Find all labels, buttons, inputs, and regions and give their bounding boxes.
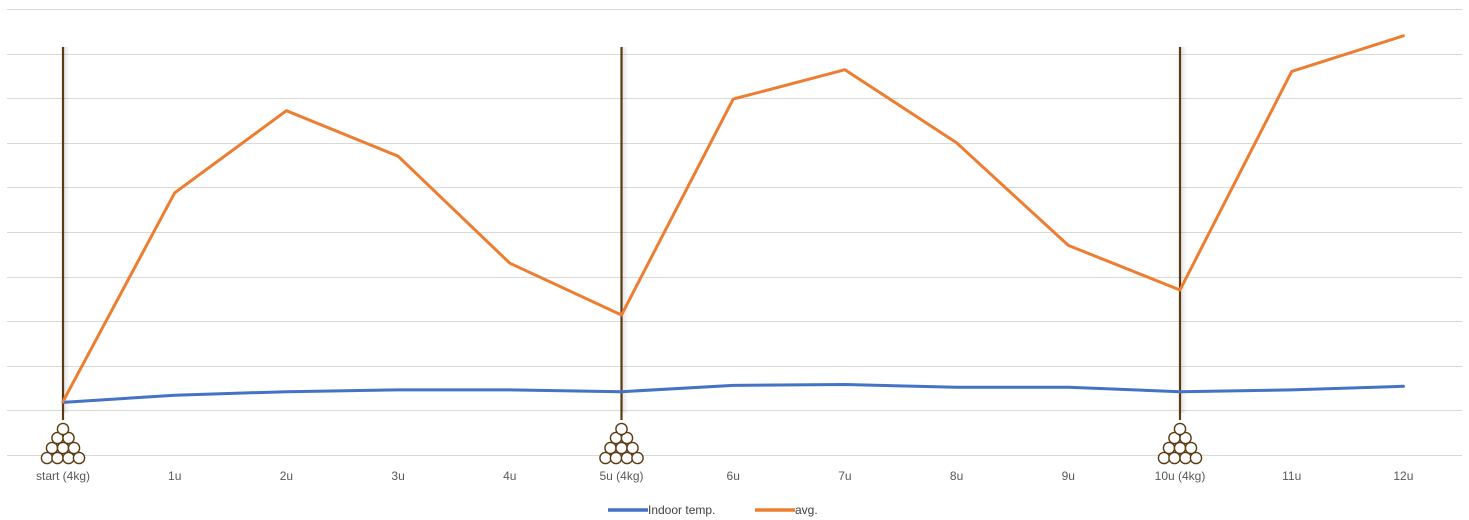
gridlines xyxy=(7,9,1462,456)
event-marker-shadow xyxy=(64,47,70,413)
legend-item: Indoor temp. xyxy=(608,503,715,517)
event-marker-shadow xyxy=(622,47,629,413)
x-tick-label: 7u xyxy=(838,469,851,483)
event-marker-shadow xyxy=(1181,47,1187,413)
legend-label: Indoor temp. xyxy=(648,503,715,517)
series-lines xyxy=(61,34,1405,404)
x-tick-label: 5u (4kg) xyxy=(599,469,643,483)
series-line-indoor-temp xyxy=(61,383,1405,404)
x-tick-label: 11u xyxy=(1282,469,1301,483)
legend-label: avg. xyxy=(795,503,818,517)
legend: Indoor temp. avg. xyxy=(608,503,818,517)
x-tick-label: start (4kg) xyxy=(36,469,90,483)
event-markers xyxy=(40,47,1203,465)
x-tick-label: 6u xyxy=(727,469,740,483)
x-tick-label: 10u (4kg) xyxy=(1155,469,1206,483)
x-tick-label: 12u xyxy=(1393,469,1413,483)
x-tick-label: 4u xyxy=(503,469,516,483)
series-line-avg xyxy=(61,34,1405,403)
firewood-icon xyxy=(40,422,86,465)
x-tick-label: 8u xyxy=(950,469,963,483)
x-tick-label: 2u xyxy=(280,469,293,483)
legend-item: avg. xyxy=(755,503,818,517)
firewood-icon xyxy=(599,422,644,465)
x-axis-labels: start (4kg) 1u 2u 3u 4u 5u (4kg) 6u 7u 8u 9u 10u (… xyxy=(36,469,1413,483)
x-tick-label: 3u xyxy=(391,469,404,483)
x-tick-label: 1u xyxy=(168,469,181,483)
x-tick-label: 9u xyxy=(1062,469,1075,483)
firewood-icon xyxy=(1157,422,1203,465)
